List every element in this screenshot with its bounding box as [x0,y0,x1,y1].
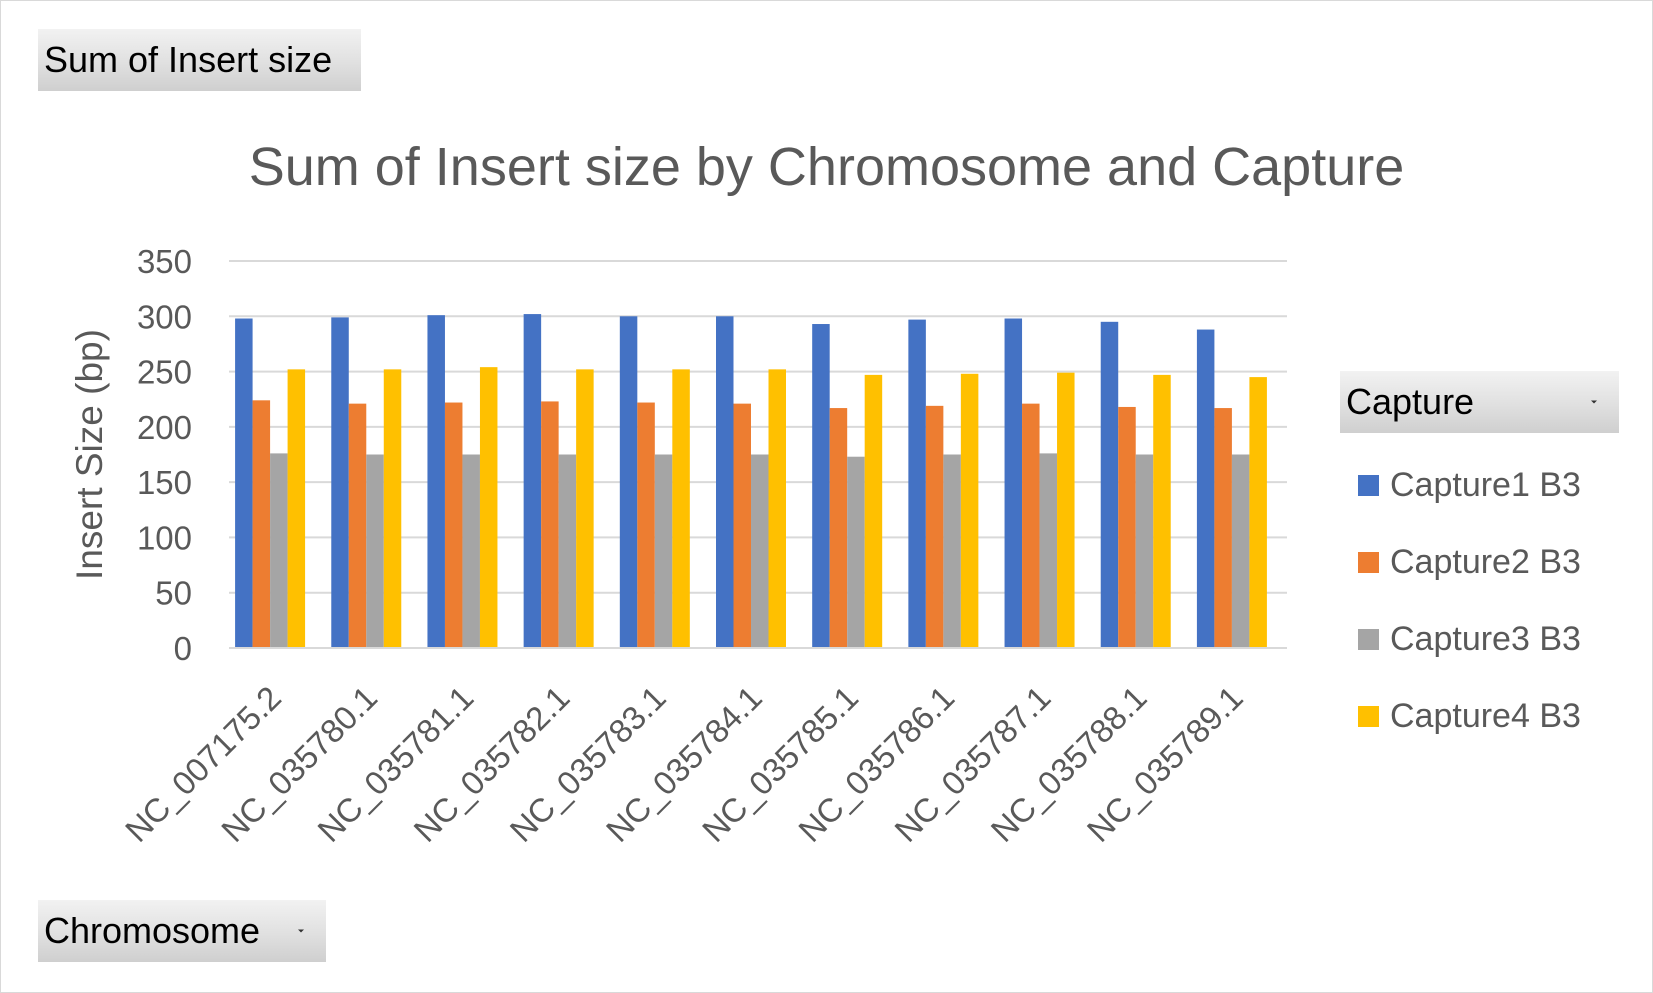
legend-label: Capture4 B3 [1390,697,1581,735]
y-tick-label: 50 [155,575,192,612]
bar [672,369,690,648]
chevron-down-icon [298,929,304,933]
axis-field-button[interactable]: Chromosome [38,900,326,962]
bar [252,400,271,648]
y-tick-label: 150 [137,464,192,501]
axis-field-label: Chromosome [44,910,261,951]
bar [1004,318,1023,648]
bar [768,369,786,648]
bar [331,317,349,648]
bar [1249,377,1267,648]
bar [829,408,848,648]
y-tick-label: 350 [137,243,192,280]
bar [479,367,498,648]
legend-label: Capture1 B3 [1390,466,1581,504]
bar [576,369,594,648]
bar [1039,453,1058,648]
y-tick-label: 200 [137,409,192,446]
y-tick-label: 100 [137,519,192,556]
legend-swatch [1358,706,1379,727]
y-tick-label: 300 [137,298,192,335]
legend: Capture1 B3 Capture2 B3 Capture3 B3 Capture… [1358,447,1581,755]
chevron-down-icon [1591,400,1597,404]
bar [1118,406,1136,648]
legend-item: Capture1 B3 [1358,447,1581,524]
bar [925,405,944,648]
value-field-button[interactable]: Sum of Insert size [38,29,361,91]
legend-field-button[interactable]: Capture [1340,371,1619,433]
bar [235,318,253,648]
bar [751,454,769,648]
bar [462,454,480,648]
bar [366,454,384,648]
y-axis-title: Insert Size (bp) [69,329,110,580]
bar [523,314,542,648]
legend-label: Capture2 B3 [1390,543,1581,581]
legend-item: Capture3 B3 [1358,601,1581,678]
bar [716,316,734,648]
bar [1231,454,1250,648]
bar [654,454,673,648]
chart-title: Sum of Insert size by Chromosome and Cap… [248,137,1405,197]
legend-item: Capture4 B3 [1358,678,1581,755]
legend-swatch [1358,629,1379,650]
bar [1153,374,1171,648]
bar [1135,454,1154,648]
bar [541,401,559,648]
value-field-label: Sum of Insert size [44,39,333,80]
bar [287,369,306,648]
bar [1100,321,1119,648]
bar [427,315,445,648]
bar [1057,372,1075,648]
bar [943,454,961,648]
legend-field-label: Capture [1346,381,1475,422]
legend-swatch [1358,552,1379,573]
bar [812,324,830,648]
bar [960,373,979,648]
bar [1196,329,1215,648]
bar [1022,403,1040,648]
legend-label: Capture3 B3 [1390,620,1581,658]
bar [444,402,463,648]
bar [733,403,751,648]
bar [908,319,926,648]
y-tick-label: 250 [137,354,192,391]
bar [637,402,655,648]
bar [348,403,367,648]
legend-item: Capture2 B3 [1358,524,1581,601]
y-tick-label: 0 [174,630,192,667]
bar [558,454,577,648]
bar [847,456,865,648]
legend-swatch [1358,475,1379,496]
bar [383,369,402,648]
bar [619,316,638,648]
bar [864,374,883,648]
bar [1214,408,1232,648]
bar [270,453,288,648]
